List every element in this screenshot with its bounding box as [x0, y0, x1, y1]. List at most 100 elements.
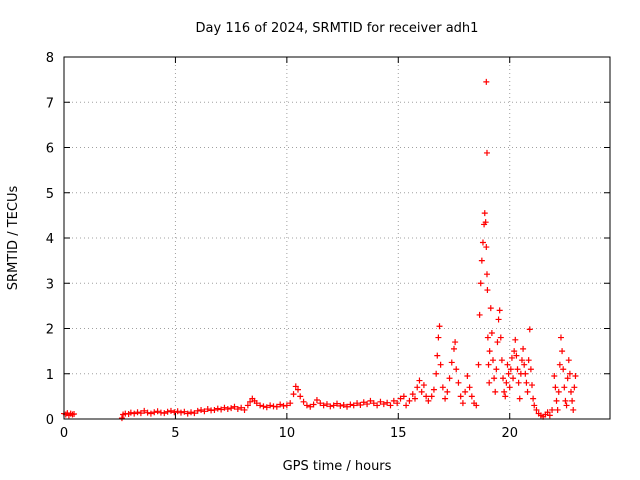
data-point — [307, 403, 314, 410]
data-point — [514, 366, 521, 373]
data-point — [487, 305, 494, 312]
data-point — [553, 397, 560, 404]
data-point — [224, 406, 231, 413]
data-point — [387, 402, 394, 409]
data-point — [437, 361, 444, 368]
data-point — [526, 326, 533, 333]
data-point — [479, 239, 486, 246]
x-tick-label: 5 — [171, 426, 179, 441]
data-point — [566, 370, 573, 377]
data-point — [397, 395, 404, 402]
data-point — [418, 388, 425, 395]
chart-title: Day 116 of 2024, SRMTID for receiver adh… — [196, 21, 479, 36]
data-point — [137, 410, 144, 417]
data-point — [144, 409, 151, 416]
data-point — [478, 257, 485, 264]
x-tick-label: 0 — [60, 426, 68, 441]
data-point — [457, 393, 464, 400]
data-point — [147, 410, 154, 417]
data-point — [127, 409, 134, 416]
data-point — [273, 403, 280, 410]
data-point — [565, 357, 572, 364]
data-point — [283, 402, 290, 409]
data-point — [493, 366, 500, 373]
data-point — [503, 379, 510, 386]
data-point — [171, 409, 178, 416]
data-point — [512, 336, 519, 343]
data-point — [406, 397, 413, 404]
data-point — [330, 402, 337, 409]
data-point — [570, 406, 577, 413]
data-point — [416, 377, 423, 384]
data-point — [572, 373, 579, 380]
data-point — [486, 348, 493, 355]
data-point — [247, 398, 254, 405]
data-point — [475, 361, 482, 368]
data-point — [527, 366, 534, 373]
data-point — [364, 401, 371, 408]
data-point — [303, 402, 310, 409]
data-point — [433, 370, 440, 377]
data-point — [337, 402, 344, 409]
data-point — [525, 357, 532, 364]
data-point — [442, 395, 449, 402]
y-tick-label: 5 — [46, 187, 54, 202]
grid-lines — [64, 57, 610, 419]
data-point — [292, 383, 299, 390]
data-point — [164, 408, 171, 415]
data-point — [340, 401, 347, 408]
data-point — [231, 403, 238, 410]
data-point — [394, 400, 401, 407]
data-point — [524, 388, 531, 395]
data-point — [360, 399, 367, 406]
data-point — [430, 386, 437, 393]
plot-frame — [63, 56, 611, 420]
data-point — [486, 379, 493, 386]
data-point — [530, 395, 537, 402]
data-point — [561, 384, 568, 391]
data-point — [504, 361, 511, 368]
data-point — [495, 316, 502, 323]
data-point — [423, 393, 430, 400]
data-point — [244, 402, 251, 409]
data-point — [214, 405, 221, 412]
data-point — [448, 359, 455, 366]
data-point — [505, 370, 512, 377]
data-point — [488, 330, 495, 337]
data-point — [414, 384, 421, 391]
data-point — [384, 399, 391, 406]
data-point — [263, 404, 270, 411]
data-point — [420, 382, 427, 389]
data-point — [228, 405, 235, 412]
data-point — [334, 400, 340, 407]
data-point — [516, 395, 523, 402]
data-point — [151, 409, 158, 416]
data-point — [267, 402, 274, 409]
data-point — [257, 402, 264, 409]
data-point — [234, 406, 241, 413]
data-point — [482, 219, 489, 226]
data-point — [476, 311, 483, 318]
y-tick-label: 3 — [46, 277, 54, 292]
data-point — [483, 149, 490, 156]
data-point — [184, 410, 191, 417]
data-point — [367, 397, 374, 404]
y-tick-label: 0 — [46, 413, 54, 428]
data-point — [556, 361, 563, 368]
data-point — [354, 400, 361, 407]
data-point — [194, 407, 201, 414]
data-point — [188, 409, 195, 416]
data-point — [211, 406, 218, 413]
data-point — [522, 370, 529, 377]
data-point — [494, 339, 501, 346]
data-point — [552, 384, 559, 391]
data-point — [473, 402, 480, 409]
data-point — [412, 395, 418, 402]
data-point — [484, 287, 491, 294]
data-point — [481, 210, 488, 217]
data-point — [428, 393, 435, 400]
data-point — [559, 348, 566, 355]
data-point — [500, 375, 507, 382]
data-point — [507, 366, 514, 373]
data-point — [161, 410, 168, 417]
